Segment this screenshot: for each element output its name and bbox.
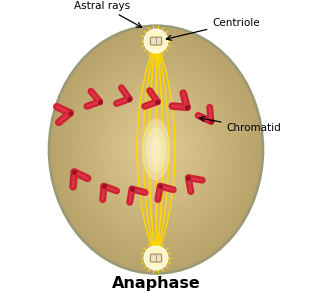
- Ellipse shape: [68, 47, 244, 252]
- Circle shape: [148, 250, 164, 267]
- Ellipse shape: [132, 122, 180, 178]
- Text: Astral rays: Astral rays: [74, 1, 142, 27]
- Ellipse shape: [54, 32, 258, 267]
- Ellipse shape: [142, 119, 170, 180]
- Ellipse shape: [100, 84, 212, 215]
- Text: Centriole: Centriole: [166, 18, 260, 40]
- Ellipse shape: [78, 60, 234, 239]
- Ellipse shape: [70, 50, 242, 249]
- Ellipse shape: [86, 69, 226, 230]
- Ellipse shape: [84, 66, 228, 233]
- Ellipse shape: [116, 103, 196, 196]
- Circle shape: [144, 246, 168, 270]
- Text: Chromatid: Chromatid: [200, 116, 281, 133]
- Ellipse shape: [151, 143, 161, 156]
- FancyBboxPatch shape: [150, 254, 162, 262]
- Ellipse shape: [150, 135, 162, 164]
- Ellipse shape: [89, 72, 223, 227]
- Ellipse shape: [137, 128, 175, 171]
- Ellipse shape: [105, 91, 207, 208]
- Ellipse shape: [140, 131, 172, 168]
- Ellipse shape: [129, 119, 183, 180]
- Ellipse shape: [119, 106, 193, 193]
- Ellipse shape: [57, 35, 255, 264]
- Ellipse shape: [97, 81, 215, 218]
- Ellipse shape: [81, 63, 231, 236]
- Ellipse shape: [124, 113, 188, 187]
- Text: Anaphase: Anaphase: [112, 276, 200, 291]
- Circle shape: [144, 29, 168, 53]
- FancyBboxPatch shape: [150, 37, 162, 45]
- Ellipse shape: [92, 75, 220, 224]
- Ellipse shape: [143, 134, 169, 165]
- Ellipse shape: [73, 54, 239, 246]
- Ellipse shape: [127, 115, 185, 184]
- Ellipse shape: [95, 78, 217, 221]
- Ellipse shape: [62, 41, 250, 258]
- Ellipse shape: [148, 140, 164, 159]
- Ellipse shape: [49, 25, 263, 274]
- Circle shape: [148, 33, 164, 50]
- Ellipse shape: [51, 29, 261, 270]
- Ellipse shape: [60, 38, 252, 261]
- Ellipse shape: [134, 125, 178, 174]
- Ellipse shape: [108, 94, 204, 205]
- Ellipse shape: [76, 57, 236, 243]
- Ellipse shape: [121, 109, 191, 190]
- Ellipse shape: [65, 44, 247, 255]
- Ellipse shape: [145, 137, 167, 162]
- Ellipse shape: [146, 127, 166, 172]
- Ellipse shape: [102, 88, 210, 212]
- Ellipse shape: [110, 97, 202, 202]
- Ellipse shape: [153, 146, 159, 153]
- Ellipse shape: [113, 100, 199, 199]
